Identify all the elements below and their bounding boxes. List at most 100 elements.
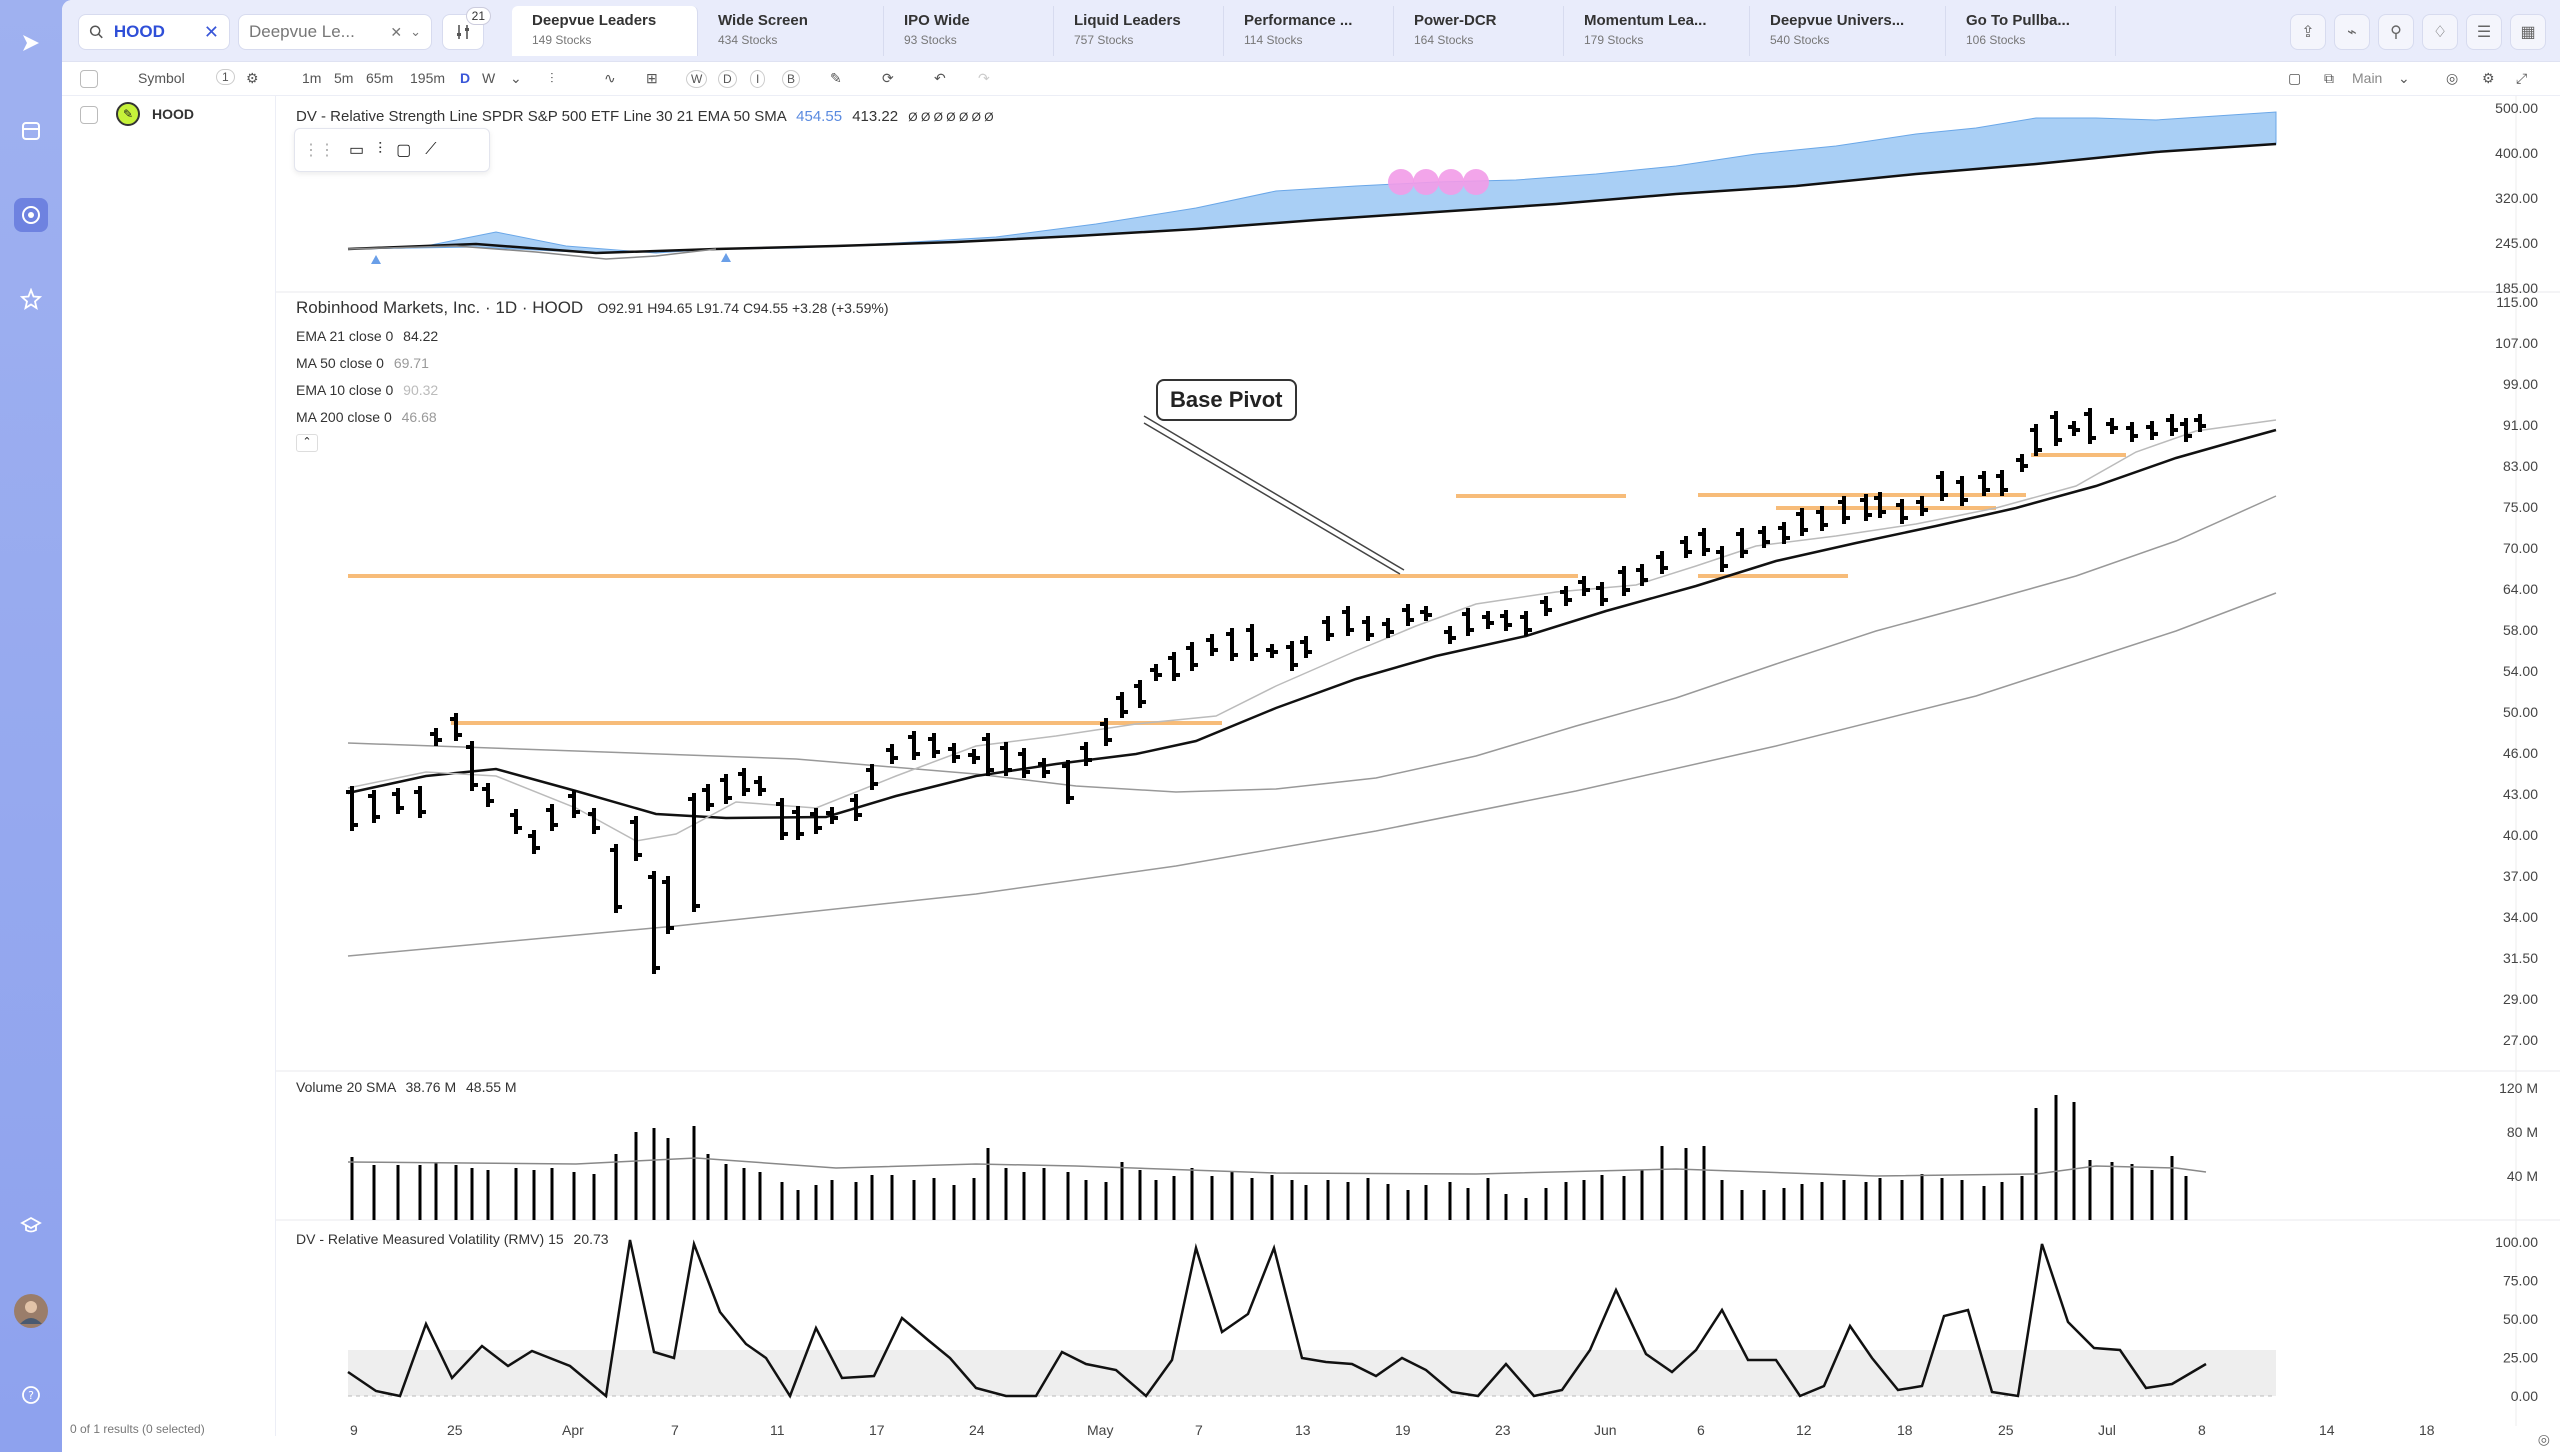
clear-search-icon[interactable]: ✕: [203, 21, 219, 42]
bar-style-icon[interactable]: ⫶: [550, 70, 554, 86]
rectangle-tool-icon[interactable]: ▭: [349, 142, 365, 159]
line-tool-icon[interactable]: ⟋: [425, 141, 437, 158]
watchlist-icon[interactable]: [14, 198, 48, 232]
search-input[interactable]: [113, 22, 194, 42]
avatar[interactable]: [14, 1294, 48, 1328]
rs-value-2: 413.22: [852, 108, 899, 125]
gear-icon[interactable]: ⚙: [246, 70, 259, 86]
interval-dropdown-icon[interactable]: ⌄: [510, 70, 522, 86]
chart-area[interactable]: 500.00 400.00 320.00 245.00 185.00 115.00 107.…: [276, 96, 2560, 1452]
layout-dropdown-icon[interactable]: ⌄: [2398, 70, 2410, 86]
drag-handle-icon[interactable]: ⋮⋮: [303, 142, 335, 159]
logo-icon[interactable]: [14, 26, 48, 60]
templates-icon[interactable]: ⊞: [646, 70, 658, 86]
ema21-line: [347, 428, 2277, 820]
indicator-ema10[interactable]: EMA 10 close 0 90.32: [296, 382, 439, 398]
price-axis-label: 37.00: [2503, 868, 2538, 884]
tab-power-dcr[interactable]: Power-DCR 164 Stocks: [1394, 6, 1564, 56]
period-d[interactable]: D: [718, 70, 737, 88]
hood-logo-icon: ✎: [116, 102, 140, 126]
tab-ipo-wide[interactable]: IPO Wide 93 Stocks: [884, 6, 1054, 56]
bell-icon[interactable]: ♢: [2422, 14, 2458, 50]
rs-ema-line: [347, 142, 2277, 255]
share-icon[interactable]: ⇪: [2290, 14, 2326, 50]
filter-count-badge: 21: [465, 7, 491, 25]
save-layout-icon[interactable]: ⧉: [2324, 70, 2334, 86]
draw-pencil-icon[interactable]: ✎: [830, 70, 842, 86]
chevron-down-icon[interactable]: ⌄: [410, 24, 421, 39]
scan-icon[interactable]: ⚲: [2378, 14, 2414, 50]
interval-d[interactable]: D: [460, 70, 471, 86]
fullscreen-icon[interactable]: ⤢: [2516, 70, 2528, 86]
indicators-icon[interactable]: ∿: [604, 70, 616, 86]
comment-tool-icon[interactable]: ▢: [396, 142, 412, 159]
screenshot-icon[interactable]: ◎: [2446, 70, 2459, 86]
x-axis-label: 24: [969, 1422, 985, 1438]
star-icon[interactable]: [14, 282, 48, 316]
indicator-ma200[interactable]: MA 200 close 0 46.68: [296, 409, 437, 425]
tab-count: 106 Stocks: [1966, 33, 2026, 47]
time-settings-icon[interactable]: ◎: [2537, 1431, 2550, 1447]
list-item-symbol[interactable]: HOOD: [152, 106, 194, 122]
home-icon[interactable]: [14, 114, 48, 148]
filter-button[interactable]: 21: [442, 7, 491, 50]
period-w[interactable]: W: [686, 70, 708, 88]
symbol-search[interactable]: ✕: [78, 14, 230, 50]
watchlist-tabs: Deepvue Leaders 149 Stocks Wide Screen 434 …: [512, 6, 2116, 56]
watchlist-selector-label: Deepvue Le...: [249, 22, 355, 41]
chart-icon[interactable]: ⌁: [2334, 14, 2370, 50]
help-icon[interactable]: ?: [14, 1378, 48, 1412]
x-axis-label: 25: [1998, 1422, 2014, 1438]
indicator-ma50[interactable]: MA 50 close 0 69.71: [296, 355, 429, 371]
interval-5m[interactable]: 5m: [334, 70, 354, 86]
price-axis-label: 40.00: [2503, 827, 2538, 843]
x-axis-label: 18: [1897, 1422, 1913, 1438]
tab-deepvue-leaders[interactable]: Deepvue Leaders 149 Stocks: [512, 6, 698, 56]
price-axis-label: 107.00: [2495, 335, 2538, 351]
rs-axis-label: 500.00: [2495, 100, 2538, 116]
row-checkbox[interactable]: [80, 106, 98, 124]
interval-w[interactable]: W: [482, 70, 496, 86]
education-icon[interactable]: [14, 1208, 48, 1242]
bar-tool-icon[interactable]: ⫶: [378, 141, 383, 158]
layout-icon[interactable]: ▢: [2288, 70, 2302, 86]
close-icon[interactable]: ✕: [390, 23, 403, 40]
price-axis-label: 31.50: [2503, 950, 2538, 966]
period-i[interactable]: I: [750, 70, 766, 88]
ema10-line: [347, 419, 2277, 842]
x-axis-label: Apr: [562, 1422, 584, 1438]
tab-go-to-pullba[interactable]: Go To Pullba... 106 Stocks: [1946, 6, 2116, 56]
select-all-checkbox[interactable]: [80, 70, 98, 88]
symbol-column-header[interactable]: Symbol: [138, 70, 185, 86]
tab-performance[interactable]: Performance ... 114 Stocks: [1224, 6, 1394, 56]
x-axis-label: 17: [869, 1422, 885, 1438]
grid-view-icon[interactable]: ▦: [2510, 14, 2546, 50]
redo-icon[interactable]: ↷: [978, 70, 990, 86]
refresh-icon[interactable]: ⟳: [882, 70, 894, 86]
tab-momentum-lea[interactable]: Momentum Lea... 179 Stocks: [1564, 6, 1750, 56]
collapse-indicators-icon[interactable]: ⌃: [296, 434, 318, 452]
interval-65m[interactable]: 65m: [366, 70, 394, 86]
tab-count: 114 Stocks: [1244, 33, 1303, 47]
list-view-icon[interactable]: ☰: [2466, 14, 2502, 50]
layout-selector[interactable]: Main: [2352, 70, 2383, 86]
x-axis-label: 25: [447, 1422, 463, 1438]
tab-liquid-leaders[interactable]: Liquid Leaders 757 Stocks: [1054, 6, 1224, 56]
undo-icon[interactable]: ↶: [934, 70, 946, 86]
indicator-ema21[interactable]: EMA 21 close 0 84.22: [296, 328, 439, 344]
price-axis-label: 115.00: [2496, 294, 2538, 310]
chart-settings-icon[interactable]: ⚙: [2482, 70, 2495, 86]
period-b[interactable]: B: [782, 70, 801, 88]
price-panel-title: Robinhood Markets, Inc. · 1D · HOOD O92.…: [296, 298, 889, 318]
interval-195m[interactable]: 195m: [410, 70, 446, 86]
rmv-axis-label: 25.00: [2503, 1350, 2538, 1366]
tab-deepvue-univers[interactable]: Deepvue Univers... 540 Stocks: [1750, 6, 1946, 56]
security-name: Robinhood Markets, Inc. · 1D · HOOD: [296, 298, 584, 317]
volume-axis-label: 40 M: [2507, 1168, 2538, 1184]
price-axis-label: 70.00: [2503, 540, 2538, 556]
base-pivot-callout[interactable]: Base Pivot: [1156, 379, 1297, 421]
interval-1m[interactable]: 1m: [302, 70, 322, 86]
tab-wide-screen[interactable]: Wide Screen 434 Stocks: [698, 6, 884, 56]
watchlist-selector[interactable]: Deepvue Le... ✕ ⌄: [238, 14, 432, 50]
